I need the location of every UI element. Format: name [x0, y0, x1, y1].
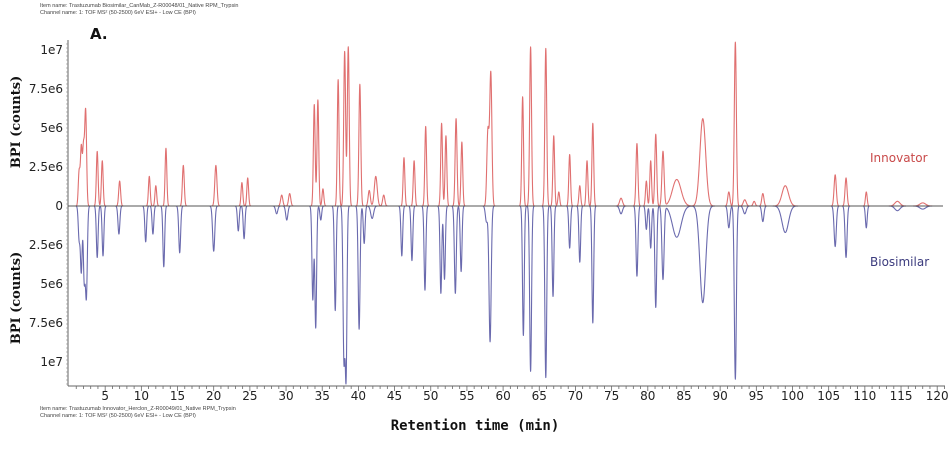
- x-axis-label: Retention time (min): [391, 418, 560, 434]
- y-tick-label: 1e7: [40, 43, 63, 57]
- chart-footer-metadata: Item name: Trastuzumab Innovator_Herclon…: [40, 406, 236, 420]
- y-tick-label: 0: [55, 199, 63, 213]
- x-tick-label: 5: [101, 389, 109, 403]
- x-tick-label: 95: [749, 389, 764, 403]
- x-tick-label: 30: [278, 389, 293, 403]
- x-tick-label: 85: [676, 389, 691, 403]
- y-tick-label: 5e6: [40, 121, 63, 135]
- header-channel-name: Channel name: 1: TOF MS² (50-2500) 6eV E…: [40, 10, 196, 16]
- traces: [74, 41, 942, 385]
- legend-innovator: Innovator: [870, 151, 928, 165]
- x-tick-label: 60: [495, 389, 510, 403]
- x-tick-label: 25: [242, 389, 257, 403]
- footer-item-name: Item name: Trastuzumab Innovator_Herclon…: [40, 406, 236, 412]
- x-tick-label: 40: [351, 389, 366, 403]
- y-tick-label: 7.5e6: [29, 82, 63, 96]
- x-tick-label: 80: [640, 389, 655, 403]
- x-tick-label: 90: [713, 389, 728, 403]
- x-tick-label: 35: [315, 389, 330, 403]
- x-tick-label: 20: [206, 389, 221, 403]
- x-tick-label: 55: [459, 389, 474, 403]
- header-item-name: Item name: Trastuzumab Biosimilar_CanMab…: [40, 3, 239, 9]
- x-tick-label: 70: [568, 389, 583, 403]
- trace-biosimilar: [74, 205, 942, 385]
- x-tick-label: 100: [781, 389, 804, 403]
- x-tick-label: 50: [423, 389, 438, 403]
- y-axis-label-bottom: BPI (counts): [9, 252, 24, 345]
- y-tick-label: 2.5e6: [29, 238, 63, 252]
- footer-channel-name: Channel name: 1: TOF MS² (50-2500) 6eV E…: [40, 413, 196, 419]
- trace-innovator: [74, 41, 942, 207]
- x-tick-label: 15: [170, 389, 185, 403]
- x-tick-label: 115: [890, 389, 913, 403]
- x-tick-label: 120: [926, 389, 949, 403]
- panel-label: A.: [90, 25, 108, 43]
- x-tick-label: 110: [853, 389, 876, 403]
- y-tick-label: 1e7: [40, 355, 63, 369]
- x-tick-label: 10: [134, 389, 149, 403]
- x-tick-label: 105: [817, 389, 840, 403]
- x-tick-label: 65: [532, 389, 547, 403]
- chart-header-metadata: Item name: Trastuzumab Biosimilar_CanMab…: [40, 3, 239, 17]
- y-tick-label: 5e6: [40, 277, 63, 291]
- x-tick-label: 75: [604, 389, 619, 403]
- y-axis-label-top: BPI (counts): [9, 76, 24, 169]
- y-tick-label: 2.5e6: [29, 160, 63, 174]
- legend-biosimilar: Biosimilar: [870, 255, 929, 269]
- axes: 5 10 15 20 25 30 35 40 45 50 55 60 65 70 75 80 85 90 95 100…: [29, 40, 949, 403]
- y-tick-label: 7.5e6: [29, 316, 63, 330]
- x-tick-label: 45: [387, 389, 402, 403]
